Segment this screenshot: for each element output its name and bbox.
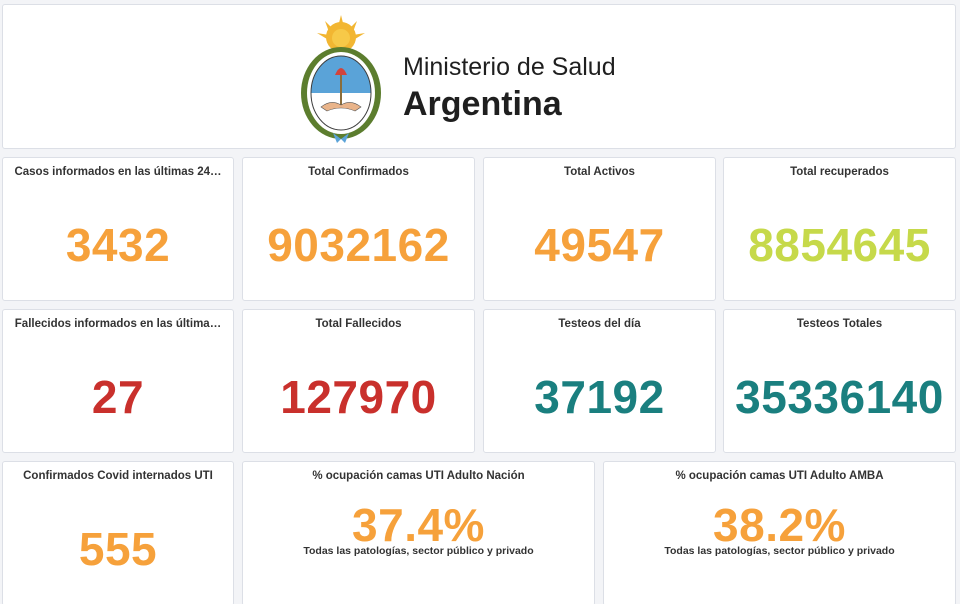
card-title: Total Fallecidos	[315, 318, 402, 330]
card-value: 27	[91, 371, 145, 423]
card-title: Fallecidos informados en las última…	[14, 318, 222, 330]
card-title: Total Activos	[564, 166, 635, 178]
card-value: 37192	[534, 371, 665, 423]
argentina-coat-of-arms-icon	[301, 15, 381, 143]
card-value: 38.2%	[713, 499, 846, 551]
card-value: 35336140	[735, 371, 944, 423]
card-title: % ocupación camas UTI Adulto AMBA	[675, 470, 884, 482]
card-uti-occupancy-nacion: % ocupación camas UTI Adulto Nación 37.4…	[242, 461, 595, 604]
card-deaths-24h: Fallecidos informados en las última… 27	[2, 309, 234, 453]
card-title: Casos informados en las últimas 24…	[14, 166, 222, 178]
card-total-tests: Testeos Totales 35336140	[723, 309, 956, 453]
card-uti-covid: Confirmados Covid internados UTI 555	[2, 461, 234, 604]
card-uti-occupancy-amba: % ocupación camas UTI Adulto AMBA 38.2% …	[603, 461, 956, 604]
card-value: 49547	[534, 219, 665, 271]
country-title: Argentina	[403, 85, 562, 123]
card-total-deaths: Total Fallecidos 127970	[242, 309, 475, 453]
card-tests-today: Testeos del día 37192	[483, 309, 716, 453]
card-title: Testeos Totales	[796, 318, 883, 330]
card-title: Confirmados Covid internados UTI	[23, 470, 213, 482]
card-title: Testeos del día	[558, 318, 641, 330]
card-cases-24h: Casos informados en las últimas 24… 3432	[2, 157, 234, 301]
card-title: % ocupación camas UTI Adulto Nación	[312, 470, 525, 482]
card-value: 9032162	[267, 219, 450, 271]
card-value: 8854645	[748, 219, 931, 271]
card-total-recovered: Total recuperados 8854645	[723, 157, 956, 301]
card-value: 3432	[65, 219, 171, 271]
card-total-active: Total Activos 49547	[483, 157, 716, 301]
card-value: 37.4%	[352, 499, 485, 551]
ministry-title: Ministerio de Salud	[403, 53, 616, 81]
card-total-confirmed: Total Confirmados 9032162	[242, 157, 475, 301]
card-value: 555	[78, 523, 158, 575]
card-value: 127970	[280, 371, 437, 423]
card-title: Total Confirmados	[308, 166, 409, 178]
card-subtitle: Todas las patologías, sector público y p…	[303, 545, 534, 557]
header-banner: Ministerio de Salud Argentina	[2, 4, 956, 149]
card-subtitle: Todas las patologías, sector público y p…	[664, 545, 895, 557]
card-title: Total recuperados	[790, 166, 889, 178]
